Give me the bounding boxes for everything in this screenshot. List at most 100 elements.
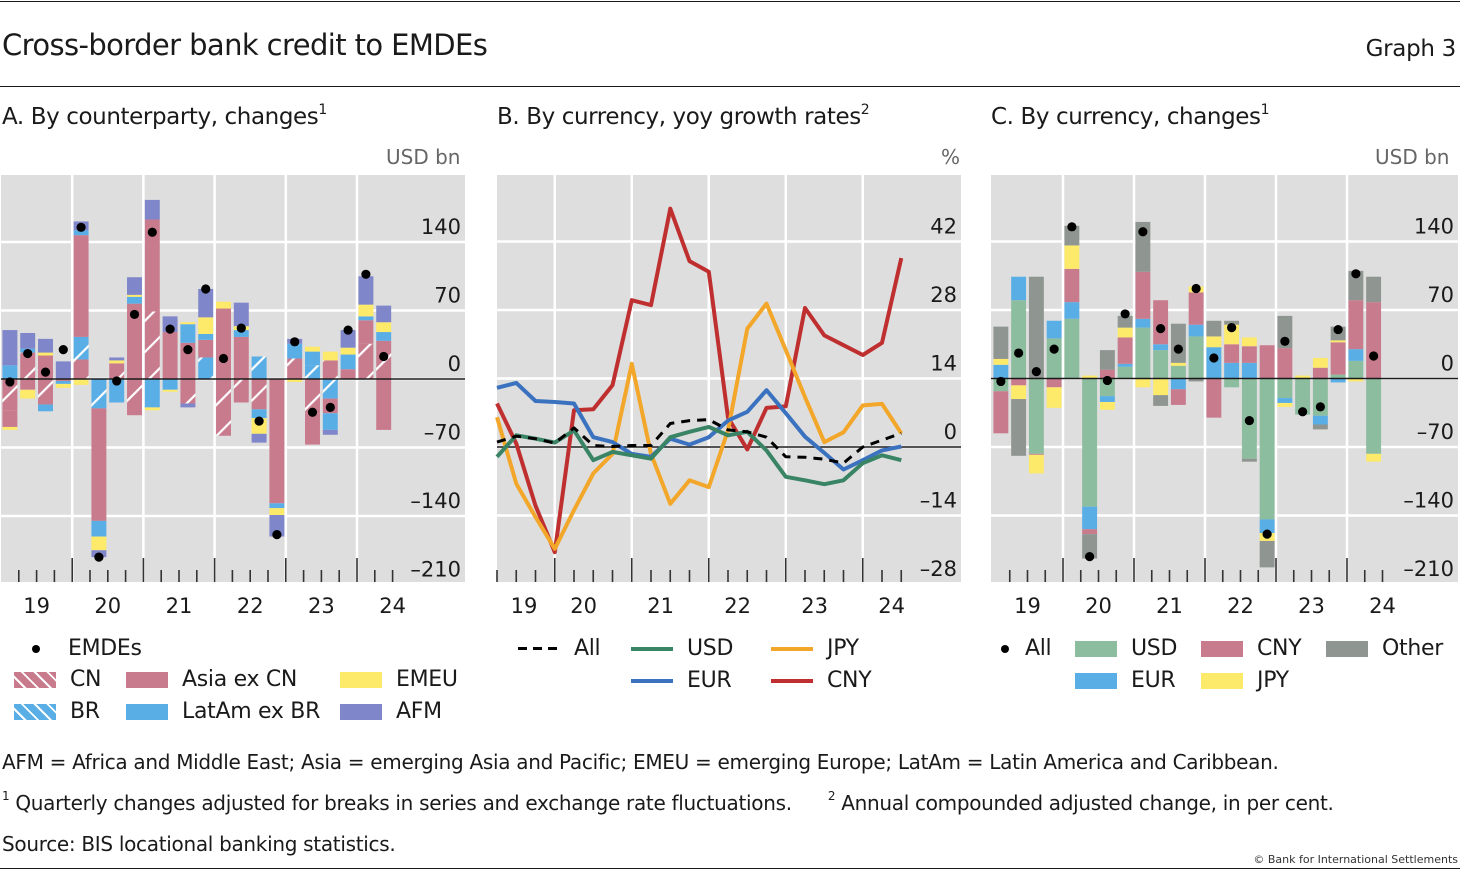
bar-segment-cn (73, 359, 89, 379)
bar-segment-latam (180, 324, 196, 343)
hatched-swatch-icon (14, 671, 56, 688)
total-dot (94, 552, 104, 562)
bar-segment-emeu (91, 536, 107, 551)
bar-segment-eur (1277, 398, 1293, 403)
legend-item-eur: EUR (1075, 668, 1176, 693)
bar-segment-asia (269, 379, 285, 504)
bar-segment-br (305, 365, 320, 379)
bar-segment-br (251, 356, 267, 379)
line-swatch-icon (771, 678, 813, 683)
bar-segment-asia (20, 379, 36, 390)
bar-segment-jpy (1099, 401, 1115, 410)
panel-b-title: B. By currency, yoy growth rates2 (497, 102, 870, 130)
legend-item-usd: USD (1075, 636, 1177, 661)
swatch-icon (1075, 640, 1117, 657)
bar-segment-cny (1224, 344, 1240, 363)
legend-label: Other (1382, 636, 1443, 661)
total-dot (1227, 323, 1237, 333)
bar-segment-latam (376, 332, 392, 341)
bar-segment-asia (358, 320, 374, 344)
bar-segment-afm (251, 433, 267, 443)
panel-a-unit: USD bn (386, 145, 461, 169)
legend-item-emeu: EMEU (340, 667, 458, 692)
bar-segment-afm (144, 199, 160, 220)
bar-segment-latam (322, 413, 338, 430)
bar-segment-jpy (1366, 453, 1382, 462)
bar-segment-asia (233, 336, 249, 379)
bar-segment-other (1117, 315, 1133, 328)
bar-segment-afm (198, 288, 214, 318)
legend-item-all-dot: All (983, 636, 1052, 661)
bar-segment-eur (1135, 318, 1151, 328)
panel-c-unit: USD bn (1375, 145, 1450, 169)
total-dot (201, 284, 211, 294)
bar-segment-cn (127, 379, 142, 416)
legend-item-afm: AFM (340, 699, 442, 724)
total-dot (1067, 222, 1077, 232)
bar-segment-other (1028, 276, 1044, 379)
bar-segment-cny (1188, 292, 1204, 325)
legend-label: CN (70, 667, 102, 692)
bar-segment-cny (1277, 348, 1293, 379)
bar-segment-other (1170, 323, 1186, 363)
y-tick-label: 0 (944, 420, 957, 444)
bar-segment-latam (269, 503, 285, 509)
x-year-label: 19 (511, 594, 538, 618)
y-tick-label: 70 (1427, 283, 1454, 307)
legend-item-cny: CNY (1201, 636, 1302, 661)
footnote-mark: 1 (2, 789, 10, 803)
bar-segment-asia (198, 339, 214, 358)
bottom-rule (0, 868, 1460, 869)
bar-segment-emeu (38, 352, 53, 356)
bar-segment-usd (1295, 378, 1311, 415)
total-dot (218, 353, 229, 364)
x-year-label: 21 (166, 594, 193, 618)
bar-segment-eur (1099, 396, 1115, 402)
bar-segment-eur (1064, 302, 1080, 319)
bar-segment-usd (1153, 350, 1169, 379)
bar-segment-emeu (180, 322, 196, 325)
bar-segment-br (198, 357, 214, 379)
bar-segment-other (1011, 399, 1027, 456)
bar-segment-emeu (287, 379, 303, 382)
bar-segment-latam (2, 365, 18, 379)
total-dot (40, 367, 51, 377)
panel-b-unit: % (941, 145, 961, 169)
bar-segment-jpy (1046, 387, 1062, 408)
bar-segment-jpy (1277, 402, 1293, 407)
legend-label: USD (1131, 636, 1178, 661)
bar-segment-cny (993, 391, 1009, 434)
y-tick-label: 140 (1414, 215, 1454, 239)
bar-segment-latam (287, 343, 303, 359)
total-dot (1244, 415, 1254, 426)
panel-b-chart: 42 28 14 0 –14 –28 19 20 21 22 23 24 (495, 175, 961, 618)
bar-segment-latam (144, 379, 160, 408)
bar-segment-cny (1241, 346, 1257, 363)
bar-segment-asia (216, 308, 231, 379)
bar-segment-usd (1330, 374, 1346, 379)
footnote-ref: 1 (318, 102, 327, 118)
bar-segment-usd (1348, 360, 1364, 379)
bar-segment-other (1206, 320, 1222, 337)
total-dot (254, 416, 264, 426)
bar-segment-asia (73, 235, 89, 337)
total-dot (1031, 367, 1041, 377)
total-dot (1138, 227, 1148, 237)
y-tick-label: 28 (930, 283, 957, 307)
line-swatch-icon (771, 646, 813, 651)
bar-segment-cny (1064, 268, 1080, 303)
swatch-icon (1075, 672, 1117, 689)
x-year-label: 22 (237, 594, 264, 618)
legend-label: All (1025, 636, 1052, 661)
bar-segment-emeu (73, 379, 89, 385)
total-dot (272, 529, 282, 540)
bar-segment-emeu (127, 294, 142, 297)
bar-segment-afm (55, 361, 71, 379)
bar-segment-afm (20, 333, 36, 349)
total-dot (129, 309, 140, 320)
bar-segment-afm (340, 330, 356, 348)
x-year-label: 23 (801, 594, 828, 618)
total-dot (1102, 375, 1112, 386)
bar-segment-latam (162, 379, 178, 390)
bar-segment-emeu (2, 426, 18, 430)
